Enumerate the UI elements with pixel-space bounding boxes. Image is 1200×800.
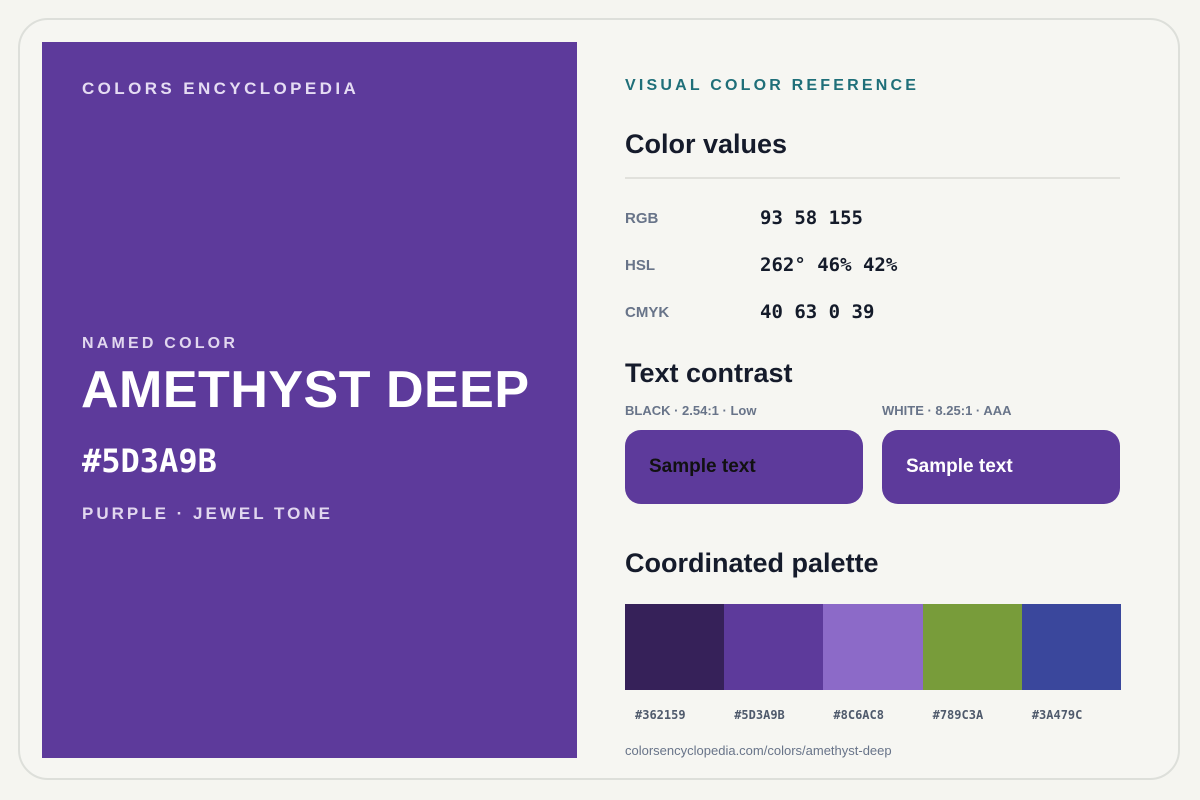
swatch-hex-label: #8C6AC8 <box>833 708 884 722</box>
value-text: 262° 46% 42% <box>760 254 898 276</box>
palette-swatches <box>625 604 1122 690</box>
color-hex: #5D3A9B <box>82 442 217 480</box>
swatch-hex-label: #3A479C <box>1031 708 1083 722</box>
swatch-hex-label: #789C3A <box>932 708 984 722</box>
value-label: RGB <box>625 210 659 227</box>
palette-swatch <box>724 604 824 690</box>
reference-eyebrow: VISUAL COLOR REFERENCE <box>625 77 920 94</box>
value-row-cmyk: CMYK 40 63 0 39 <box>625 301 1120 325</box>
source-url-link[interactable]: colorsencyclopedia.com/colors/amethyst-d… <box>625 743 892 758</box>
contrast-label-white: WHITE · 8.25:1 · AAA <box>882 403 1012 418</box>
sample-black-text: Sample text <box>625 430 863 504</box>
text-contrast-title: Text contrast <box>625 358 793 388</box>
value-row-rgb: RGB 93 58 155 <box>625 207 1120 231</box>
color-family: PURPLE · JEWEL TONE <box>82 504 333 523</box>
palette-swatch <box>1021 604 1122 690</box>
palette-labels: #362159 #5D3A9B #8C6AC8 #789C3A #3A479C <box>625 708 1121 722</box>
palette-swatch <box>922 604 1022 690</box>
palette-title: Coordinated palette <box>625 548 879 578</box>
brand-label: COLORS ENCYCLOPEDIA <box>82 79 360 98</box>
value-label: HSL <box>625 257 655 274</box>
named-color-kicker: NAMED COLOR <box>82 335 239 352</box>
value-row-hsl: HSL 262° 46% 42% <box>625 254 1120 278</box>
palette-swatch <box>823 604 923 690</box>
value-text: 93 58 155 <box>760 207 863 229</box>
value-text: 40 63 0 39 <box>760 301 875 323</box>
swatch-hex-label: #5D3A9B <box>734 708 785 722</box>
color-name: AMETHYST DEEP <box>81 361 530 419</box>
palette-swatch <box>625 604 725 690</box>
color-values-title: Color values <box>625 129 788 159</box>
color-hero-panel: COLORS ENCYCLOPEDIA NAMED COLOR AMETHYST… <box>42 42 577 758</box>
value-label: CMYK <box>625 304 670 321</box>
sample-white-text: Sample text <box>882 430 1120 504</box>
swatch-hex-label: #362159 <box>635 708 686 722</box>
contrast-label-black: BLACK · 2.54:1 · Low <box>625 403 757 418</box>
section-divider <box>625 177 1120 179</box>
